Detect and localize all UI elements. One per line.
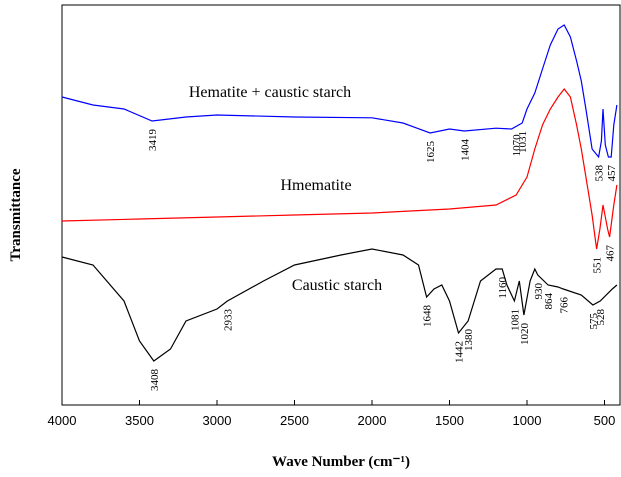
- peak-label: 1404: [459, 139, 471, 162]
- peak-label: 1070: [511, 134, 523, 157]
- series-line: [61, 248, 618, 362]
- y-axis-title: Transmittance: [8, 168, 24, 261]
- x-tick-label: 2000: [358, 413, 387, 428]
- series-line: [61, 24, 618, 159]
- series-line: [61, 88, 618, 250]
- peak-label: 528: [595, 309, 607, 326]
- peak-label: 864: [543, 293, 555, 310]
- peak-label: 3419: [147, 129, 159, 152]
- x-tick-label: 3000: [203, 413, 232, 428]
- peak-label: 1160: [497, 277, 509, 299]
- peak-label: 930: [533, 283, 545, 300]
- peak-label: 2933: [222, 309, 234, 332]
- peak-label: 1648: [422, 305, 434, 328]
- plot-frame: [61, 4, 621, 406]
- peak-label: 457: [606, 165, 618, 182]
- series-label: Hematite + caustic starch: [189, 84, 351, 101]
- x-axis-title: Wave Number (cm⁻¹): [272, 454, 410, 470]
- series-label: Hmematite: [280, 177, 351, 194]
- peak-label: 538: [594, 165, 606, 182]
- peak-label: 1031: [517, 131, 529, 153]
- peak-label: 1081: [509, 309, 521, 331]
- x-tick-label: 4000: [48, 413, 77, 428]
- peak-label: 766: [558, 297, 570, 314]
- peak-label: 575: [588, 313, 600, 330]
- peak-label: 1625: [425, 141, 437, 164]
- peak-label: 1442: [453, 341, 465, 363]
- peak-label: 1380: [463, 329, 475, 352]
- x-tick-label: 2500: [280, 413, 309, 428]
- x-tick-label: 3500: [125, 413, 154, 428]
- series-label: Caustic starch: [292, 277, 382, 294]
- peak-label: 3408: [149, 369, 161, 392]
- peak-label: 1020: [519, 323, 531, 346]
- x-tick-label: 500: [594, 413, 616, 428]
- peak-label: 467: [605, 245, 617, 262]
- x-tick-label: 1000: [513, 413, 542, 428]
- x-tick-label: 1500: [435, 413, 464, 428]
- peak-label: 551: [592, 257, 604, 274]
